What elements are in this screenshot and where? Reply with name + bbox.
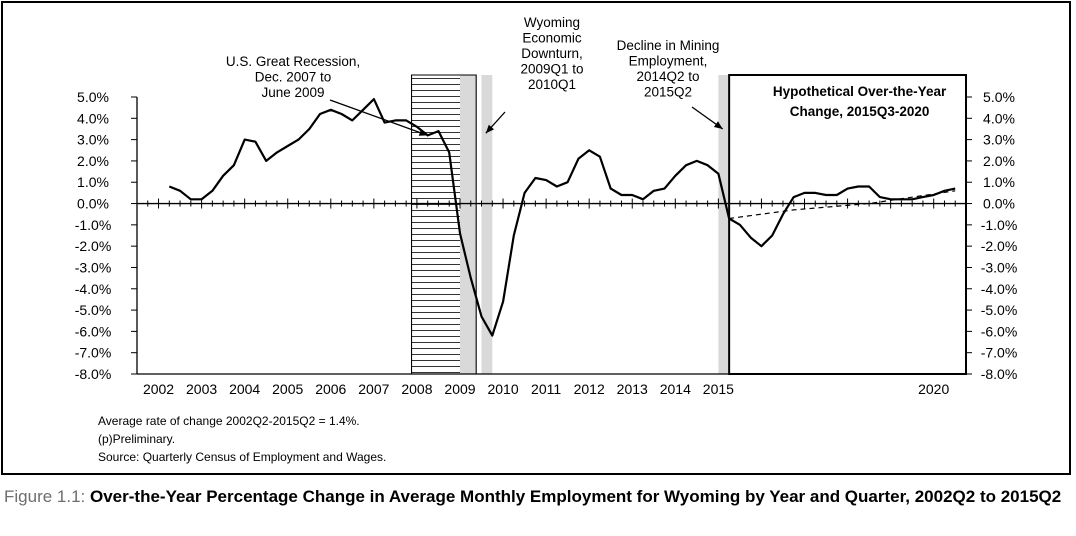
y-tick-label-left: 0.0% [77,196,109,212]
annotation-mining-line-2: 2014Q2 to [636,69,699,84]
y-tick-label-left: 4.0% [77,110,109,126]
y-tick-label-right: 5.0% [983,89,1015,105]
y-tick-label-left: -5.0% [75,302,112,318]
y-tick-label-right: -8.0% [981,366,1018,382]
x-tick-label-2007: 2007 [358,381,389,397]
y-tick-label-left: -7.0% [75,345,112,361]
hypothetical-label-line-0: Hypothetical Over-the-Year [773,84,947,99]
y-tick-label-left: -6.0% [75,323,112,339]
annotation-recession-arrow [329,99,428,136]
y-tick-label-left: -2.0% [75,238,112,254]
annotation-wyoming-line-4: 2010Q1 [528,77,576,92]
annotation-recession-line-1: Dec. 2007 to [255,70,332,85]
y-tick-label-left: 3.0% [77,132,109,148]
shaded-region-1 [459,75,477,374]
y-tick-label-right: -2.0% [981,238,1018,254]
x-tick-label-2003: 2003 [186,381,217,397]
y-tick-label-right: 4.0% [983,110,1015,126]
hypothetical-trend-line [729,190,956,220]
annotation-recession-line-2: June 2009 [261,85,324,100]
x-tick-label-2020: 2020 [918,381,949,397]
annotation-recession-line-0: U.S. Great Recession, [226,54,360,69]
employment-change-line [168,97,956,337]
y-tick-label-right: -1.0% [981,217,1018,233]
annotation-recession-arrowhead [418,129,428,136]
figure-title: Over-the-Year Percentage Change in Avera… [90,487,1062,506]
y-tick-label-left: -4.0% [75,281,112,297]
figure-caption: Figure 1.1: Over-the-Year Percentage Cha… [4,487,1072,507]
x-tick-label-2015: 2015 [703,381,734,397]
y-tick-label-right: -5.0% [981,302,1018,318]
x-tick-label-2006: 2006 [315,381,346,397]
y-tick-label-left: 2.0% [77,153,109,169]
annotation-mining-arrowhead [713,121,723,129]
x-tick-label-2011: 2011 [531,381,561,397]
x-tick-label-2014: 2014 [660,381,691,397]
y-tick-label-left: 5.0% [77,89,109,105]
annotation-wyoming-line-1: Economic [522,31,582,46]
chart-frame [1,1,1071,475]
annotation-mining-line-0: Decline in Mining [617,38,720,53]
x-tick-label-2012: 2012 [574,381,605,397]
x-tick-label-2009: 2009 [444,381,475,397]
x-tick-label-2005: 2005 [272,381,303,397]
note-preliminary: (p)Preliminary. [98,432,176,446]
y-tick-label-right: 1.0% [983,174,1015,190]
x-tick-label-2013: 2013 [617,381,648,397]
y-tick-label-right: 0.0% [983,196,1015,212]
y-tick-label-right: -7.0% [981,345,1018,361]
y-tick-label-left: -3.0% [75,259,112,275]
hypothetical-box [728,74,968,375]
annotation-wyoming-line-3: 2009Q1 to [520,62,583,77]
x-tick-label-2008: 2008 [401,381,432,397]
shaded-region-2 [481,75,493,374]
y-tick-label-left: -8.0% [75,366,112,382]
annotation-wyoming-line-2: Downturn, [521,46,583,61]
note-average-rate: Average rate of change 2002Q2-2015Q2 = 1… [98,414,360,428]
employment-change-chart: Hypothetical Over-the-Year Change, 2015Q3… [75,15,1018,397]
x-tick-label-2004: 2004 [229,381,260,397]
x-tick-label-2010: 2010 [487,381,518,397]
annotation-wyoming-line-0: Wyoming [524,15,580,30]
y-tick-label-left: 1.0% [77,174,109,190]
y-tick-label-right: 2.0% [983,153,1015,169]
annotation-mining-line-3: 2015Q2 [644,85,692,100]
y-tick-label-left: -1.0% [75,217,112,233]
figure-number: Figure 1.1: [4,487,90,506]
annotation-mining-line-1: Employment, [629,54,708,69]
y-tick-label-right: -3.0% [981,259,1018,275]
note-source: Source: Quarterly Census of Employment a… [98,450,387,464]
y-tick-label-right: 3.0% [983,132,1015,148]
shaded-region-3 [718,75,730,374]
y-tick-label-right: -4.0% [981,281,1018,297]
hypothetical-label-line-1: Change, 2015Q3-2020 [790,104,930,119]
annotation-wyoming-arrowhead [485,124,494,134]
x-tick-label-2002: 2002 [143,381,174,397]
y-tick-label-right: -6.0% [981,323,1018,339]
